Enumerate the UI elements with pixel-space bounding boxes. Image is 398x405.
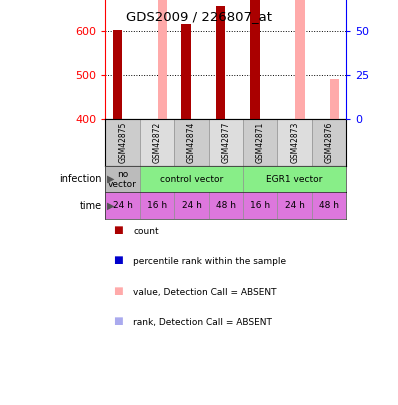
Bar (174, 192, 209, 219)
Text: value, Detection Call = ABSENT: value, Detection Call = ABSENT (133, 288, 277, 296)
Text: GSM42874: GSM42874 (187, 122, 196, 164)
Text: control vector: control vector (160, 175, 223, 184)
Text: 16 h: 16 h (147, 201, 167, 210)
Bar (277, 192, 312, 219)
Text: count: count (133, 227, 159, 236)
Text: percentile rank within the sample: percentile rank within the sample (133, 257, 287, 266)
Text: 24 h: 24 h (285, 201, 304, 210)
Bar (105, 119, 140, 166)
Bar (216, 6, 225, 119)
Bar (312, 119, 346, 166)
Text: 24 h: 24 h (181, 201, 201, 210)
Bar (158, 0, 167, 119)
Bar (174, 119, 209, 166)
Text: no
vector: no vector (108, 170, 137, 189)
Bar (250, 0, 260, 119)
Text: GSM42871: GSM42871 (256, 122, 265, 163)
Bar (140, 119, 174, 166)
Text: GSM42877: GSM42877 (221, 122, 230, 164)
Text: GSM42876: GSM42876 (324, 122, 334, 164)
Text: GSM42872: GSM42872 (152, 122, 162, 163)
Bar (181, 24, 191, 119)
Bar (330, 79, 339, 119)
Text: ▶: ▶ (107, 200, 115, 211)
Bar (105, 166, 140, 192)
Text: 16 h: 16 h (250, 201, 270, 210)
Text: EGR1 vector: EGR1 vector (267, 175, 323, 184)
Bar (105, 192, 140, 219)
Bar (209, 119, 243, 166)
Bar (312, 192, 346, 219)
Bar (113, 30, 122, 119)
Text: infection: infection (59, 174, 101, 184)
Text: ■: ■ (113, 225, 123, 235)
Text: 48 h: 48 h (319, 201, 339, 210)
Text: 48 h: 48 h (216, 201, 236, 210)
Bar (140, 192, 174, 219)
Text: GSM42875: GSM42875 (118, 122, 127, 164)
Text: GSM42873: GSM42873 (290, 122, 299, 164)
Bar (243, 119, 277, 166)
Bar (277, 119, 312, 166)
Text: ▶: ▶ (107, 174, 115, 184)
Bar (243, 166, 346, 192)
Text: ■: ■ (113, 316, 123, 326)
Text: 24 h: 24 h (113, 201, 133, 210)
Text: time: time (79, 200, 101, 211)
Text: ■: ■ (113, 286, 123, 296)
Text: rank, Detection Call = ABSENT: rank, Detection Call = ABSENT (133, 318, 272, 327)
Text: GDS2009 / 226807_at: GDS2009 / 226807_at (126, 10, 272, 23)
Bar (243, 192, 277, 219)
Bar (140, 166, 243, 192)
Bar (209, 192, 243, 219)
Text: ■: ■ (113, 255, 123, 265)
Bar (295, 0, 305, 119)
